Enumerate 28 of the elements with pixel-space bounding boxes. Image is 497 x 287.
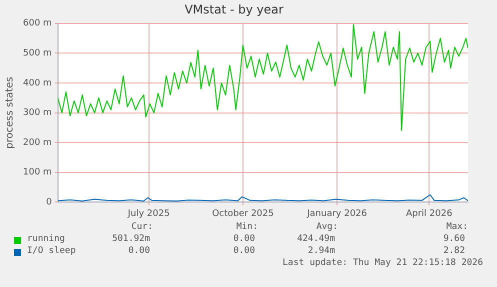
y-tick-label: 400 m (22, 78, 52, 88)
text: 0.00 (128, 246, 150, 256)
text: 0.00 (233, 246, 255, 256)
y-tick-label: 100 m (22, 168, 52, 178)
x-tick-label: January 2026 (306, 208, 368, 219)
text: Cur: (131, 222, 153, 232)
text: Max: (446, 222, 468, 232)
text: Min: (236, 222, 258, 232)
x-tick-label: April 2026 (406, 208, 453, 219)
legend-label: running (27, 234, 65, 244)
y-tick-label: 600 m (22, 18, 52, 29)
x-tick-label: July 2025 (126, 208, 170, 219)
text: Last update: Thu May 21 22:15:18 2026 (282, 258, 483, 268)
text: 9.60 (443, 234, 465, 244)
text: 424.49m (297, 234, 335, 244)
text: 0.00 (233, 234, 255, 244)
text: 2.82 (443, 246, 465, 256)
y-tick-label: 200 m (22, 138, 52, 148)
text: 2.94m (308, 246, 335, 256)
y-tick-label: 300 m (22, 108, 52, 118)
text: Avg: (316, 222, 338, 232)
y-axis-title: process states (4, 76, 16, 149)
text: 501.92m (112, 234, 150, 244)
legend-label: I/O sleep (27, 246, 76, 256)
x-tick-label: October 2025 (212, 208, 274, 219)
y-tick-label: 500 m (22, 48, 52, 59)
y-tick-label: 0 (46, 198, 52, 208)
chart-title: VMstat - by year (184, 2, 284, 16)
